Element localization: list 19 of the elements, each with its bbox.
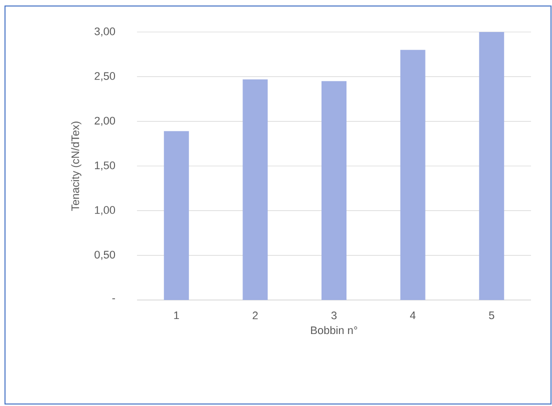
y-tick-label: 0,50 [94,250,116,260]
x-axis-title: Bobbin n° [311,326,358,334]
x-tick-label: 3 [331,312,337,320]
y-tick-label: - [112,298,115,300]
x-tick-label: 4 [410,312,416,320]
bar [322,81,347,300]
y-tick-label: 1,50 [94,161,116,171]
bar [400,50,426,300]
x-tick-label: 1 [174,312,179,320]
bar [164,131,189,300]
y-tick-label: 3,00 [94,27,116,37]
x-tick-label: 5 [489,312,494,320]
bar [242,79,268,300]
y-tick-label: 2,00 [94,116,116,126]
bar [479,32,504,300]
y-axis-title: Tenacity (cN/dTex) [71,122,82,211]
y-tick-label: 1,00 [94,206,116,216]
y-tick-label: 2,50 [94,72,116,82]
x-tick-label: 2 [252,312,258,320]
